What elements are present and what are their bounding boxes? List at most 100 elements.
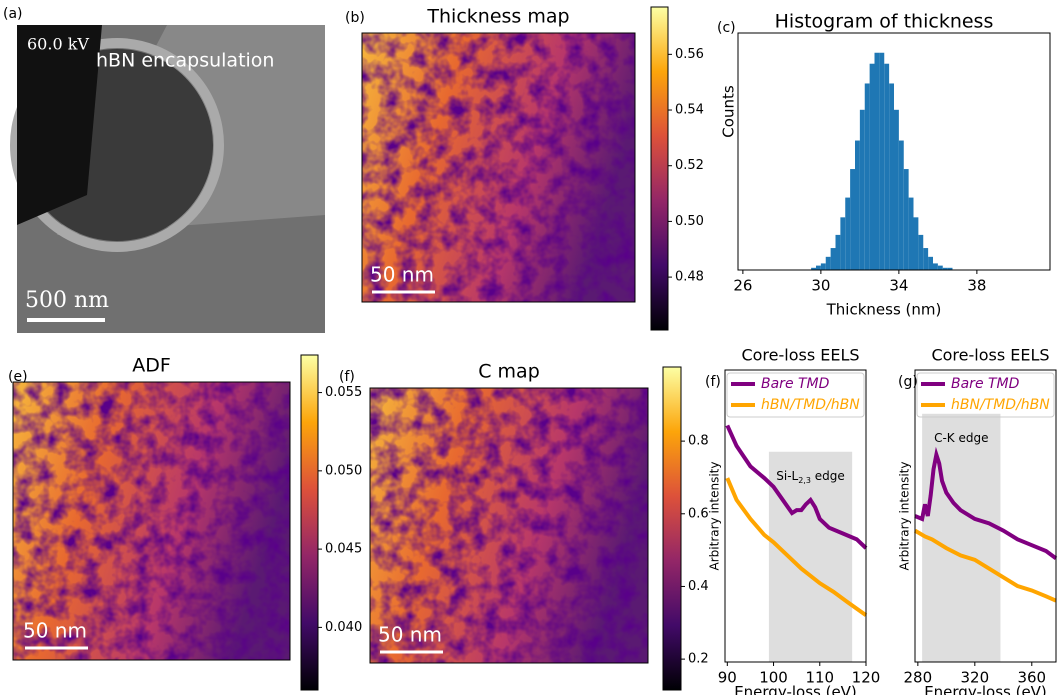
edge-span bbox=[922, 413, 1001, 662]
map-frame bbox=[12, 381, 291, 661]
histogram-bar bbox=[811, 267, 816, 270]
edge-label-part: Si-L bbox=[776, 468, 798, 482]
colorbar-tick-label: 0.2 bbox=[688, 652, 709, 667]
sample-label: hBN encapsulation bbox=[96, 50, 274, 72]
x-axis-label: Energy-loss (eV) bbox=[924, 683, 1047, 695]
x-tick-label: 34 bbox=[889, 277, 908, 295]
y-axis-label: Arbitrary intensity bbox=[708, 462, 722, 571]
histogram-bar bbox=[845, 197, 851, 270]
panel-label: (c) bbox=[717, 20, 736, 36]
edge-label-part: 2,3 bbox=[798, 476, 811, 485]
colorbar-tick-label: 0.56 bbox=[675, 47, 704, 62]
colorbar-tick-label: 0.54 bbox=[675, 103, 704, 118]
colorbar-tick-label: 0.6 bbox=[688, 506, 709, 521]
histogram-bar bbox=[937, 265, 943, 270]
histogram-bar bbox=[918, 234, 924, 270]
panel-title: Thickness map bbox=[426, 6, 569, 28]
histogram-bar bbox=[898, 140, 904, 270]
map-frame bbox=[361, 32, 636, 303]
x-tick-label: 120 bbox=[852, 669, 881, 687]
x-tick-label: 320 bbox=[960, 669, 989, 687]
histogram-bar bbox=[850, 169, 855, 270]
histogram-bar bbox=[913, 217, 919, 270]
legend-label: Bare TMD bbox=[951, 376, 1020, 392]
colorbar-tick-label: 0.4 bbox=[688, 579, 709, 594]
series-line bbox=[725, 477, 868, 617]
series-line bbox=[725, 424, 868, 550]
colorbar-tick-label: 0.045 bbox=[325, 542, 362, 557]
histogram-bar bbox=[889, 83, 894, 270]
panel-title: Histogram of thickness bbox=[775, 11, 994, 33]
colorbar bbox=[300, 354, 319, 691]
histogram-bar bbox=[928, 256, 933, 270]
histogram-bar bbox=[835, 234, 841, 270]
histogram-bar bbox=[855, 140, 860, 270]
y-axis-label: Counts bbox=[720, 85, 738, 138]
legend-box bbox=[916, 372, 1055, 418]
legend-box bbox=[726, 372, 865, 418]
map-texture bbox=[362, 33, 635, 302]
histogram-bar bbox=[859, 109, 865, 270]
legend-label: hBN/TMD/hBN bbox=[761, 397, 860, 413]
edge-label-part: C-K edge bbox=[934, 430, 988, 444]
edge-label: C-K edge bbox=[934, 430, 988, 444]
legend-label: hBN/TMD/hBN bbox=[951, 397, 1050, 413]
map-frame bbox=[369, 387, 649, 664]
map-texture bbox=[370, 388, 648, 663]
colorbar bbox=[662, 366, 682, 691]
colorbar-tick-label: 0.050 bbox=[325, 463, 362, 478]
x-tick-label: 100 bbox=[759, 669, 788, 687]
x-tick-label: 38 bbox=[967, 277, 986, 295]
panel-label: (a) bbox=[3, 6, 23, 22]
hole-rim bbox=[10, 38, 224, 252]
histogram-bar bbox=[825, 256, 831, 270]
histogram-bar bbox=[884, 63, 890, 270]
x-axis-label: Energy-loss (eV) bbox=[734, 683, 857, 695]
x-tick-label: 90 bbox=[718, 669, 737, 687]
scale-bar-label: 50 nm bbox=[23, 619, 87, 643]
y-axis-label: Arbitrary intensity bbox=[898, 462, 912, 571]
legend-label: Bare TMD bbox=[761, 376, 830, 392]
colorbar bbox=[650, 6, 669, 331]
scale-bar-label: 500 nm bbox=[25, 288, 109, 313]
histogram-bar bbox=[908, 197, 914, 270]
colorbar-tick-label: 0.48 bbox=[675, 270, 704, 285]
histogram-bar bbox=[820, 263, 826, 270]
x-tick-label: 26 bbox=[733, 277, 752, 295]
panel-label: (e) bbox=[8, 369, 28, 385]
panel-label: (f) bbox=[339, 369, 355, 385]
histogram-bar bbox=[923, 248, 929, 270]
panel-label: (g) bbox=[898, 374, 918, 390]
histogram-bar bbox=[879, 52, 885, 270]
histogram-bar bbox=[816, 265, 821, 270]
histogram-bar bbox=[933, 263, 938, 270]
x-tick-label: 30 bbox=[811, 277, 830, 295]
histogram-bar bbox=[942, 267, 948, 270]
panel-label: (b) bbox=[345, 10, 365, 26]
edge-span bbox=[768, 451, 853, 662]
histogram-bar bbox=[874, 52, 880, 270]
histogram-bar bbox=[864, 83, 870, 270]
x-tick-label: 360 bbox=[1017, 669, 1046, 687]
histogram-bar bbox=[869, 63, 875, 270]
panel-title: Core-loss EELS bbox=[931, 346, 1049, 365]
scale-bar-label: 50 nm bbox=[378, 623, 442, 647]
histogram-bar bbox=[840, 217, 846, 270]
edge-label: Si-L2,3 edge bbox=[776, 468, 845, 485]
histogram-bar bbox=[894, 109, 899, 270]
x-axis-label: Thickness (nm) bbox=[826, 301, 942, 319]
panel-title: C map bbox=[478, 361, 540, 383]
axes-frame bbox=[724, 369, 867, 663]
colorbar-tick-label: 0.52 bbox=[675, 158, 704, 173]
colorbar-tick-label: 0.040 bbox=[325, 620, 362, 635]
flake-edge bbox=[17, 25, 102, 225]
axes-frame bbox=[737, 32, 1051, 271]
scale-bar-label: 50 nm bbox=[370, 263, 434, 287]
axes-frame bbox=[914, 369, 1057, 663]
panel-label: (f) bbox=[705, 374, 721, 390]
series-line bbox=[914, 446, 1058, 560]
edge-label-part: edge bbox=[811, 468, 845, 482]
series-line bbox=[913, 528, 1057, 603]
histogram-bar bbox=[830, 248, 836, 270]
colorbar-tick-label: 0.8 bbox=[688, 434, 709, 449]
